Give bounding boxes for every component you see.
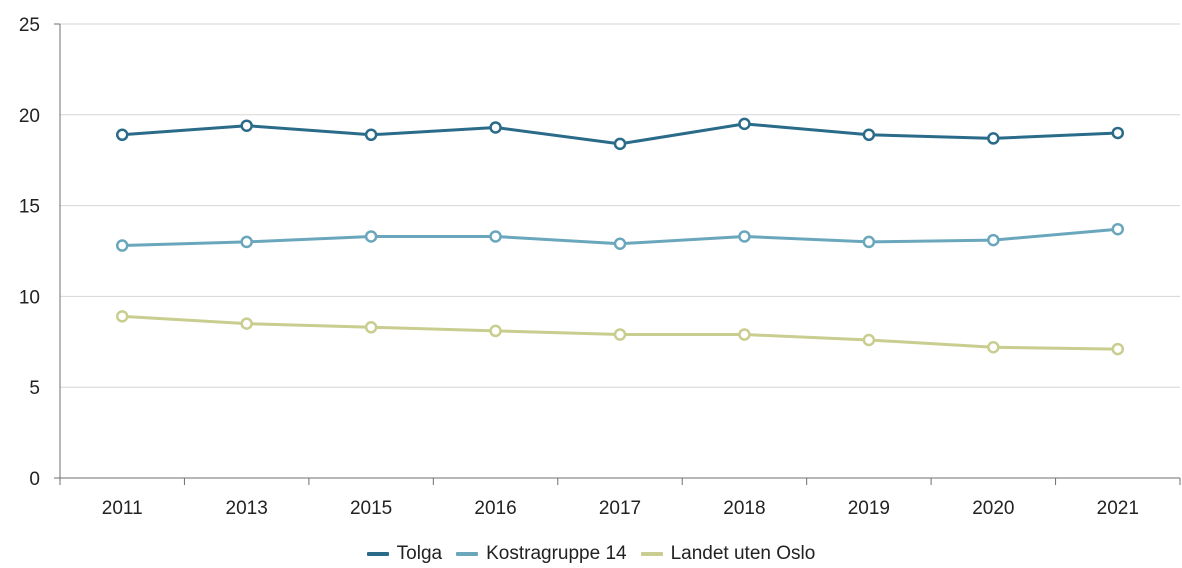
y-tick-label: 15 [19,197,40,218]
x-tick-label: 2015 [350,498,392,519]
data-point [987,340,1000,354]
data-point [738,117,751,131]
legend-label: Landet uten Oslo [670,543,816,564]
data-point [738,230,751,243]
chart-legend: Tolga Kostragruppe 14 Landet uten Oslo [0,540,1182,568]
data-point [738,328,751,341]
data-point [1111,222,1125,236]
legend-item: Tolga [366,543,443,565]
x-tick-label: 2018 [723,498,765,519]
data-point [987,132,1000,145]
y-tick-label: 0 [29,469,40,490]
data-point [115,128,129,142]
y-tick-label: 5 [29,378,40,399]
x-tick-label: 2013 [226,498,268,519]
data-point [987,233,1000,247]
data-point [240,119,253,132]
data-point [115,310,129,323]
data-point [1111,342,1125,356]
data-point [364,230,378,243]
x-tick-label: 2017 [599,498,641,519]
data-point [862,235,876,249]
x-tick-label: 2020 [972,498,1014,519]
legend-label: Kostragruppe 14 [486,543,627,564]
data-point [240,235,253,249]
chart-plot-area: 0 5 10 15 20 25 2011 2013 2015 2016 2017 2018 2019 20… [19,15,1181,519]
data-point [489,121,502,134]
data-point [1111,126,1125,140]
data-point [613,137,627,151]
data-point [862,333,876,347]
legend-label: Tolga [396,543,443,564]
y-tick-label: 25 [19,15,40,36]
data-point [862,128,876,142]
data-point [489,230,502,243]
y-tick-label: 10 [19,287,40,308]
legend-swatch [640,552,663,556]
y-tick-label: 20 [19,106,40,127]
data-point [613,328,627,341]
data-point [364,321,378,334]
data-point [489,324,502,338]
data-point [240,317,253,330]
x-tick-label: 2021 [1097,498,1139,519]
x-tick-label: 2016 [474,498,516,519]
legend-item: Kostragruppe 14 [456,543,627,565]
legend-swatch [366,552,389,556]
legend-item: Landet uten Oslo [640,543,816,565]
legend-swatch [456,552,479,556]
data-point [613,237,627,250]
data-point [364,128,378,142]
x-tick-label: 2011 [102,498,143,519]
x-tick-label: 2019 [848,498,890,519]
data-point [115,239,129,252]
